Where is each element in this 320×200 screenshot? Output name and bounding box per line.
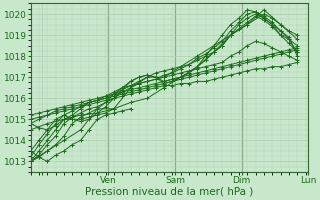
X-axis label: Pression niveau de la mer( hPa ): Pression niveau de la mer( hPa ) xyxy=(85,187,254,197)
